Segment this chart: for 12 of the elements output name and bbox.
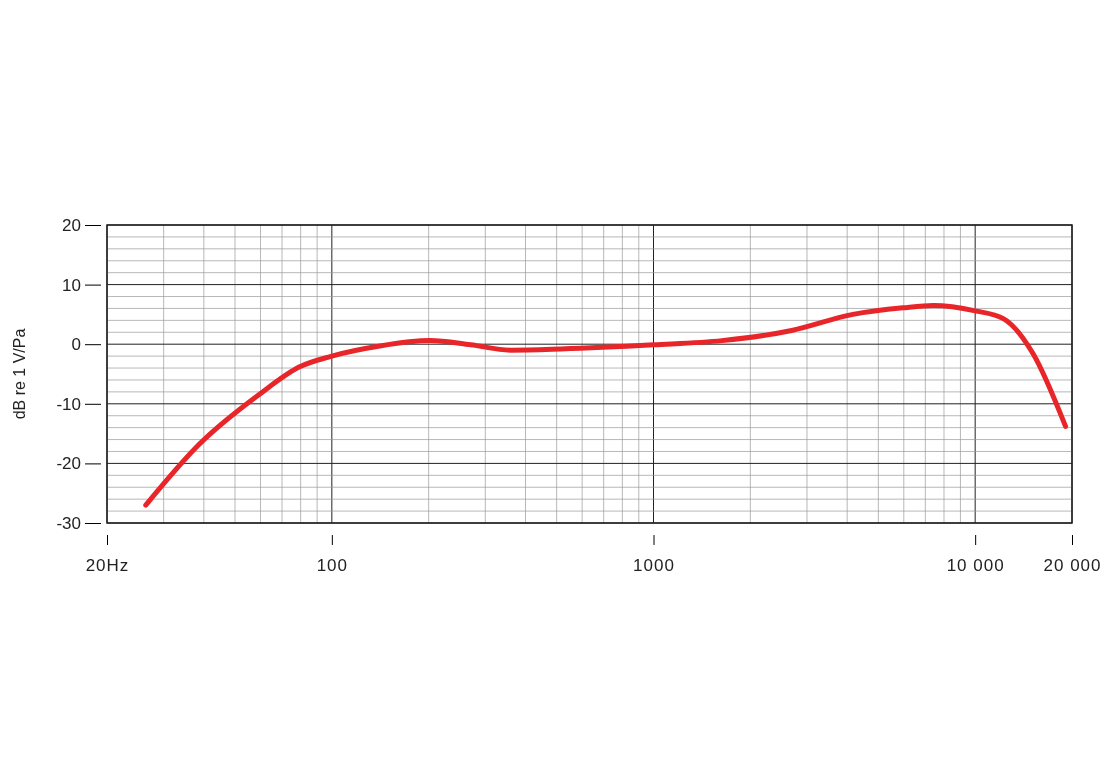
- x-tick-label: 1000: [633, 556, 675, 576]
- y-tick-label: -20: [56, 454, 81, 474]
- x-tick-label: 10 000: [946, 556, 1005, 576]
- x-tick-label: 20 000: [1043, 556, 1102, 576]
- y-tick-label: 0: [71, 335, 81, 355]
- x-tick-label: 100: [316, 556, 349, 576]
- y-axis-title: dB re 1 V/Pa: [11, 328, 28, 420]
- y-tick-label: -30: [56, 513, 81, 533]
- y-tick-label: 10: [62, 275, 81, 295]
- x-tick-label: 20Hz: [85, 556, 130, 576]
- y-tick-label: -10: [56, 394, 81, 414]
- y-tick-label: 20: [62, 215, 81, 235]
